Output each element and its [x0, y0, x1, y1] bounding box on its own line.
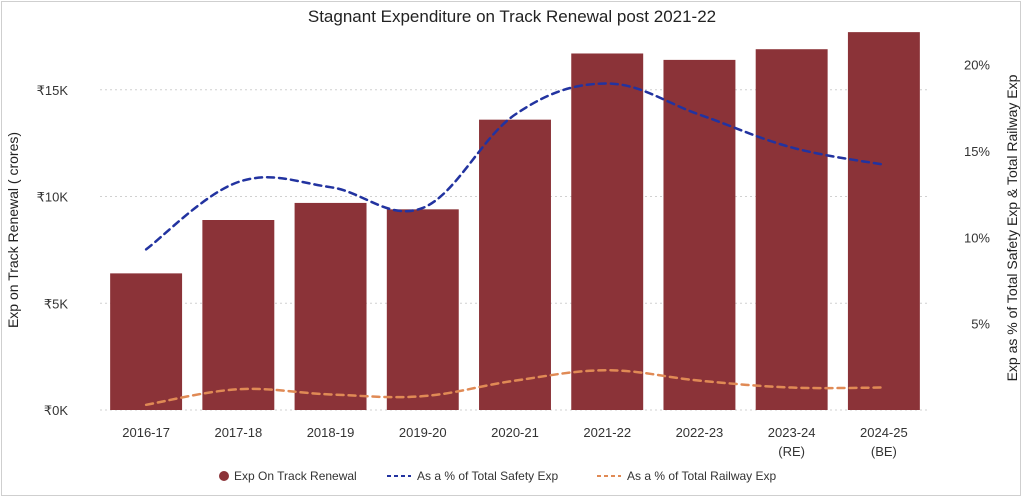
x-axis: 2016-17 2017-18 2018-19 2019-20 2020-21 2021-… — [122, 425, 907, 459]
legend-item[interactable]: Exp On Track Renewal — [219, 469, 357, 483]
safety-pct-line[interactable] — [144, 82, 886, 251]
bar[interactable] — [110, 273, 183, 410]
y-tick-label: ₹15K — [37, 83, 69, 98]
y2-tick-label: 10% — [964, 230, 990, 245]
x-tick-label: 2024-25 — [860, 425, 908, 440]
chart-title: Stagnant Expenditure on Track Renewal po… — [308, 7, 716, 26]
legend-swatch — [219, 471, 229, 481]
x-tick-label: 2017-18 — [214, 425, 262, 440]
x-tick-label: 2018-19 — [307, 425, 355, 440]
x-tick-label: 2020-21 — [491, 425, 539, 440]
y-axis-title: Exp on Track Renewal ( crores) — [5, 132, 21, 328]
bar[interactable] — [571, 53, 644, 410]
bar[interactable] — [847, 32, 920, 411]
x-tick-label: (RE) — [778, 444, 805, 459]
bar[interactable] — [663, 59, 736, 411]
y-tick-label: ₹5K — [44, 296, 69, 311]
right-axis: 5% 10% 15% 20% — [964, 58, 990, 332]
bar[interactable] — [386, 209, 459, 410]
legend-label: Exp On Track Renewal — [234, 469, 357, 483]
x-tick-label: 2023-24 — [768, 425, 816, 440]
legend-label: As a % of Total Safety Exp — [417, 469, 559, 483]
legend-item[interactable]: As a % of Total Railway Exp — [597, 469, 777, 483]
legend-item[interactable]: As a % of Total Safety Exp — [387, 469, 559, 483]
bar[interactable] — [755, 49, 828, 411]
x-tick-label: 2021-22 — [583, 425, 631, 440]
legend[interactable]: Exp On Track Renewal As a % of Total Safe… — [219, 469, 777, 483]
y-tick-label: ₹10K — [37, 190, 69, 205]
x-tick-label: 2022-23 — [676, 425, 724, 440]
bar[interactable] — [479, 119, 551, 411]
bar[interactable] — [294, 202, 367, 410]
railway-pct-line[interactable] — [144, 369, 886, 407]
x-tick-label: 2019-20 — [399, 425, 447, 440]
y2-tick-label: 20% — [964, 58, 990, 73]
y2-tick-label: 15% — [964, 144, 990, 159]
y2-axis-title: Exp as % of Total Safety Exp & Total Rai… — [1004, 74, 1020, 381]
bar[interactable] — [202, 220, 275, 410]
left-axis: ₹0K ₹5K ₹10K ₹15K — [37, 83, 69, 418]
y2-tick-label: 5% — [971, 317, 990, 332]
legend-label: As a % of Total Railway Exp — [627, 469, 777, 483]
y-tick-label: ₹0K — [44, 403, 69, 418]
x-tick-label: 2016-17 — [122, 425, 170, 440]
bar-series — [110, 32, 920, 411]
x-tick-label: (BE) — [871, 444, 897, 459]
line-series — [144, 82, 886, 407]
